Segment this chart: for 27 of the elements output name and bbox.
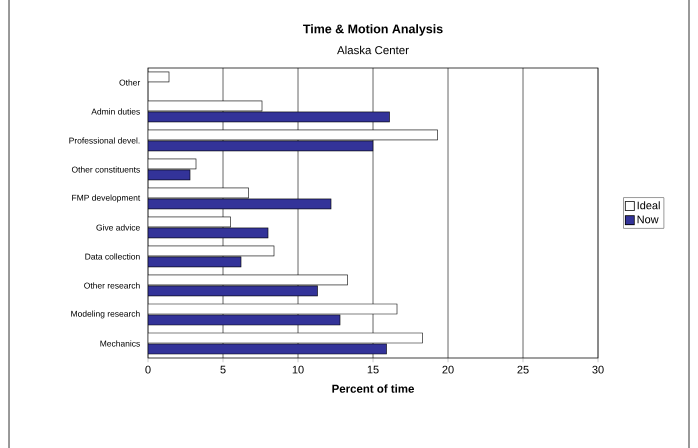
y-tick-label: Give advice — [96, 224, 140, 231]
x-tick-label: 20 — [442, 366, 454, 374]
y-tick-label: Other research — [84, 282, 140, 289]
y-tick-label: Other constituents — [72, 166, 140, 173]
text: Ideal — [638, 201, 660, 210]
y-tick-label: Modeling research — [71, 310, 140, 318]
x-tick-label: 25 — [517, 366, 529, 374]
bar — [148, 140, 374, 152]
x-tick-label: 15 — [368, 366, 379, 374]
chart-subtitle: Alaska Center — [337, 46, 409, 54]
x-tick-label: 0 — [145, 366, 151, 374]
bar — [148, 344, 387, 354]
x-tick-label: 30 — [592, 366, 604, 374]
y-tick-label: Professional devel. — [69, 137, 140, 144]
chart-title: Time & Motion Analysis — [303, 24, 443, 36]
y-tick-label: Mechanics — [100, 340, 140, 347]
bar — [148, 198, 332, 210]
y-tick-label: FMP development — [72, 194, 140, 202]
y-tick-label: Other — [119, 79, 140, 86]
x-axis-title: Percent of time — [332, 384, 414, 393]
y-tick-label: Data collection — [85, 253, 140, 260]
x-tick-label: 10 — [292, 366, 304, 374]
y-tick-label: Admin duties — [91, 108, 140, 115]
x-tick-label: 5 — [220, 366, 226, 374]
bar — [148, 112, 390, 122]
legend-label: Now — [638, 216, 659, 224]
bar — [148, 314, 340, 326]
